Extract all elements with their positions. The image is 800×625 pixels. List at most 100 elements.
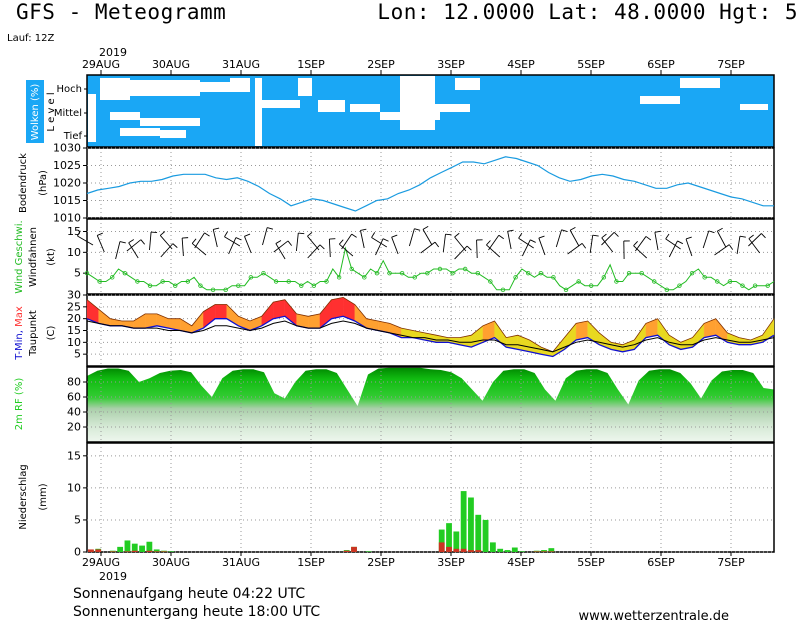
wind-barb [244, 236, 252, 254]
wind-barb-flag [561, 229, 568, 232]
precip-conv-bar [446, 546, 452, 552]
year-label-top: 2019 [99, 46, 127, 59]
date-label-bottom: 30AUG [152, 556, 190, 569]
wind-barb-flag [708, 230, 715, 234]
temp-unit: (C) [46, 326, 57, 341]
precip-conv-bar [438, 542, 445, 552]
wind-speed-point [160, 279, 165, 284]
wind-speed-point [715, 279, 720, 284]
wind-barb [391, 237, 399, 255]
temp-range-band [634, 322, 647, 350]
temp-range-band [703, 318, 716, 338]
wind-barb [228, 237, 237, 255]
cloud-clear [380, 112, 440, 120]
cloud-clear [255, 78, 262, 146]
wind-barb-flag [530, 239, 536, 243]
precip-bar [117, 546, 124, 552]
wind-barb-flag [717, 227, 723, 232]
wind-barb-flag [287, 240, 293, 246]
wind-barb [518, 237, 534, 249]
precip-bar [468, 497, 474, 552]
precip-conv-bar [109, 551, 116, 552]
wind-barb [702, 230, 710, 249]
y-tick-label: 25 [67, 300, 81, 313]
wind-barb-flag [224, 231, 228, 237]
wind-barb [160, 243, 174, 258]
humidity-area [87, 367, 774, 442]
wind-barb [633, 245, 648, 259]
panel-frame [86, 218, 775, 295]
wind-speed-point [223, 287, 228, 293]
y-tick-label: 20 [67, 312, 81, 325]
humidity-label: 2m RF (%) [14, 378, 25, 431]
wind-barb [736, 236, 741, 255]
pressure-label: Bodendruck [18, 153, 29, 213]
wind-barb-flag [422, 226, 429, 230]
wind-barb [328, 239, 331, 258]
wind-barb-flag [761, 233, 766, 239]
precip-bar [497, 548, 504, 552]
wind-barb-flag [235, 237, 242, 241]
panel-frame [86, 147, 775, 219]
credit-link[interactable]: www.wetterzentrale.de [578, 609, 729, 624]
wind-speed-point [236, 283, 241, 288]
precip-bar [153, 549, 160, 552]
wind-barb-flag [319, 244, 325, 250]
precip-bar [475, 514, 482, 552]
wind-speed-point [689, 270, 695, 276]
wind-barb [748, 233, 762, 247]
wind-barb-flag [654, 230, 661, 233]
precip-conv-bar [468, 550, 474, 552]
date-axes: 29AUG 29AUG 30AUG 30AUG 31AUG 31AUG 1SEP 1SEP 2S… [82, 46, 745, 583]
temp-range-band [482, 320, 495, 343]
y-tick-label: 15 [67, 449, 81, 462]
precip-bar [446, 523, 452, 552]
wind-barb-flag [275, 240, 282, 244]
wind-barb-flag [677, 240, 684, 245]
wind-speed-point [614, 279, 619, 284]
wind-speed-point [639, 270, 644, 276]
wind-speed-point [538, 270, 543, 276]
panel-frame [86, 74, 775, 148]
precip-label: Niederschlag [18, 464, 29, 529]
pressure-line [86, 156, 774, 212]
date-label-top: 3SEP [437, 58, 465, 71]
wind-speed-point [525, 270, 531, 276]
wind-speed-point [110, 275, 115, 280]
wind-barb [159, 235, 173, 250]
cloud-clear [640, 96, 680, 104]
wind-barb [126, 239, 142, 252]
wind-barb [371, 237, 388, 248]
temp-range-band [471, 325, 484, 348]
precip-bar [365, 551, 372, 552]
cloud-clear [160, 130, 186, 138]
y-tick-label: 0 [74, 546, 81, 559]
panel-frame [86, 442, 775, 553]
wind-barb [96, 235, 105, 253]
wind-barb-flag [748, 234, 754, 239]
wind-speed-point [311, 283, 317, 288]
wind-barb [115, 241, 121, 260]
wind-barb [212, 229, 218, 248]
precip-bar [548, 548, 555, 552]
temp-range-band [273, 299, 286, 319]
cloud-clear [140, 118, 200, 126]
precip-bar [482, 519, 489, 552]
wind-speed-point [261, 270, 266, 276]
wind-speed-point [210, 287, 216, 293]
date-label-top: 29AUG [82, 58, 120, 71]
y-tick-label: 10 [67, 336, 81, 349]
wind-barb-flag [213, 227, 220, 230]
precipitation-panel: 0 5 10 15 Niederschlag (mm) [18, 442, 775, 559]
wind-speed-point [425, 270, 430, 276]
date-label-bottom: 5SEP [577, 556, 605, 569]
precip-bar [124, 540, 131, 552]
wind-barb-flag [454, 232, 460, 238]
precip-bar [489, 542, 496, 552]
wind-barb [567, 243, 583, 255]
wind-barb-flag [191, 238, 197, 244]
wind-barb [454, 236, 467, 252]
wind-barb-flag [613, 231, 619, 237]
tmax-line [86, 296, 775, 353]
date-label-bottom: 4SEP [507, 556, 535, 569]
